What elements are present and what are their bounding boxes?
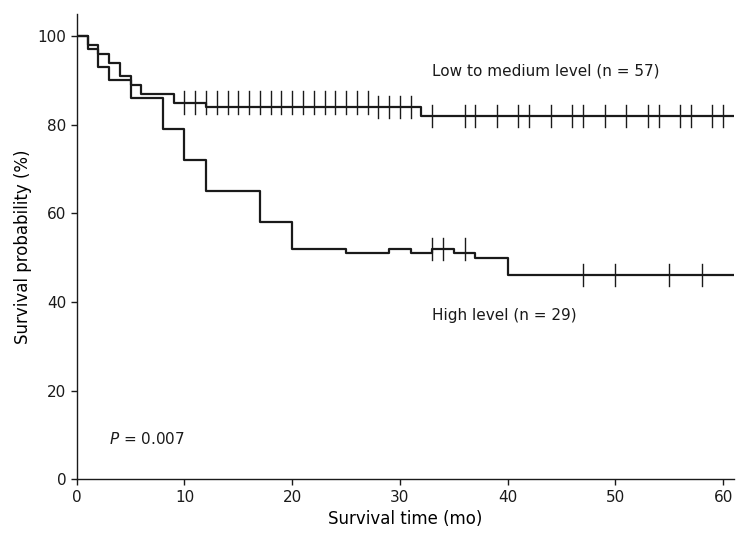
Text: High level (n = 29): High level (n = 29) [432, 308, 577, 322]
X-axis label: Survival time (mo): Survival time (mo) [328, 510, 482, 528]
Text: $\it{P}$ = 0.007: $\it{P}$ = 0.007 [109, 431, 185, 447]
Y-axis label: Survival probability (%): Survival probability (%) [14, 149, 32, 344]
Text: Low to medium level (n = 57): Low to medium level (n = 57) [432, 64, 660, 79]
